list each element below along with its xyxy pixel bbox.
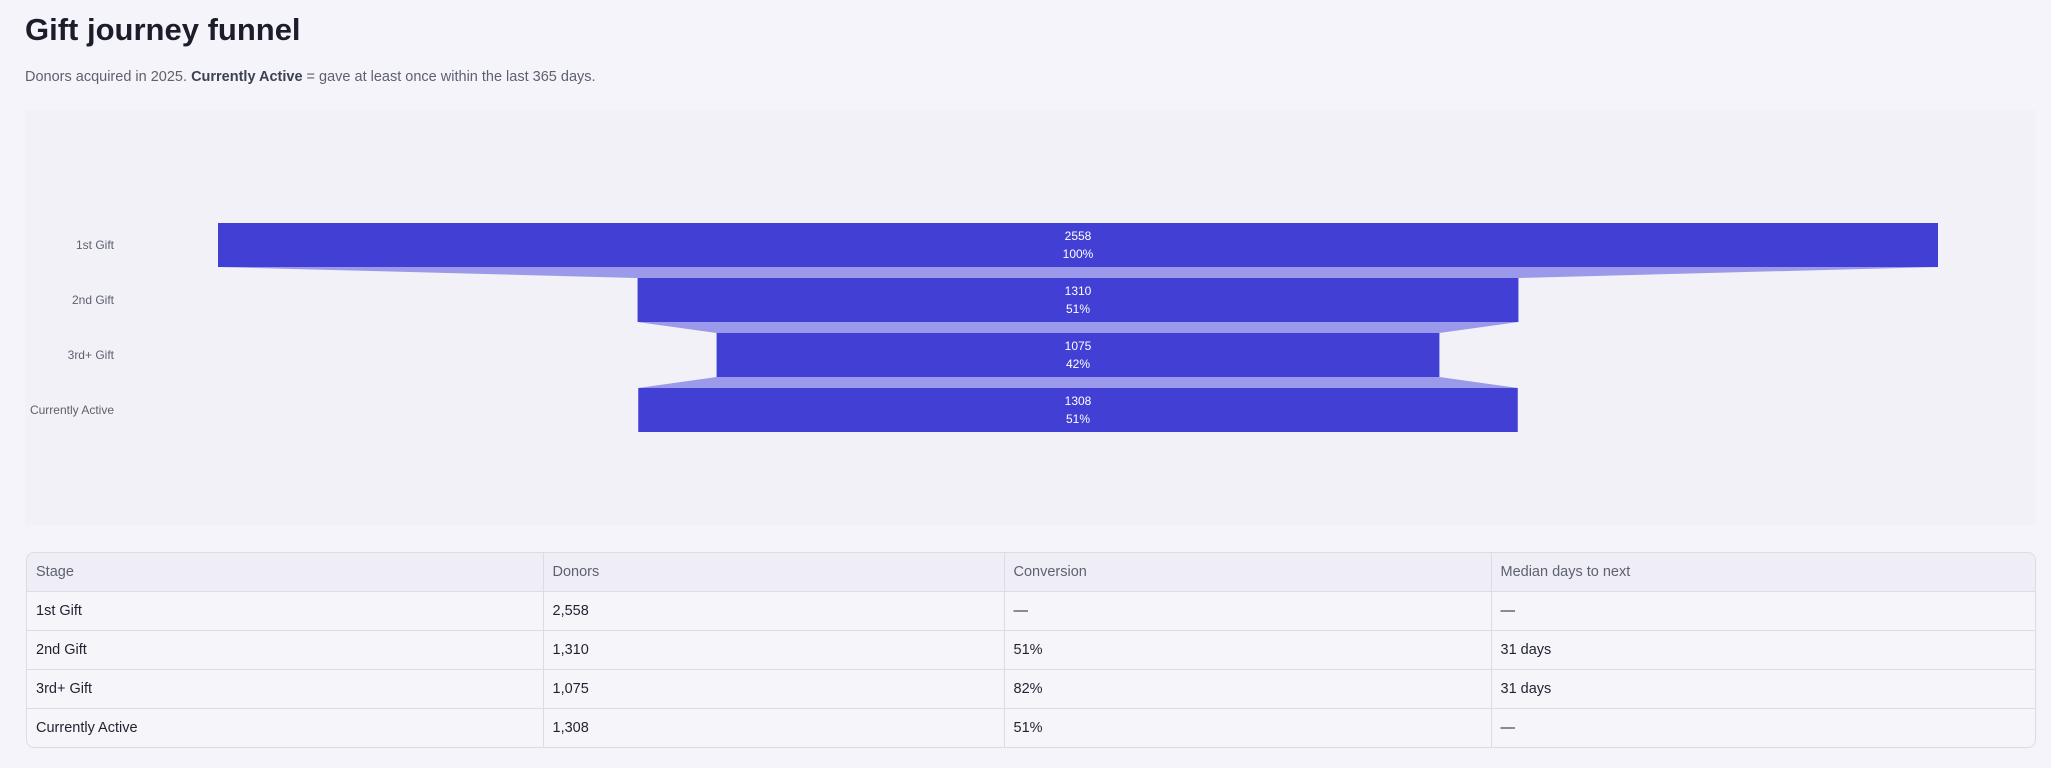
cell-stage: 1st Gift <box>27 591 544 631</box>
funnel-percent-label: 100% <box>1063 247 1094 261</box>
funnel-value-label: 1308 <box>1065 394 1092 408</box>
cell-donors: 1,075 <box>543 669 1005 709</box>
cell-stage: Currently Active <box>27 708 544 747</box>
col-header-median-days[interactable]: Median days to next <box>1491 553 2035 592</box>
cell-median-days: 31 days <box>1491 630 2035 670</box>
cell-conversion: 51% <box>1004 630 1492 670</box>
col-header-conversion[interactable]: Conversion <box>1004 553 1492 592</box>
funnel-category-label: 3rd+ Gift <box>68 348 115 362</box>
funnel-value-label: 1075 <box>1065 339 1092 353</box>
funnel-value-label: 1310 <box>1065 284 1092 298</box>
subtitle-bold: Currently Active <box>191 69 303 85</box>
funnel-connector <box>638 377 1518 388</box>
subtitle-suffix: = gave at least once within the last 365… <box>302 69 596 85</box>
funnel-chart: 2558 100% 1st Gift 1310 51% 2nd Gift 1075 42% 3r… <box>25 110 2036 525</box>
funnel-percent-label: 51% <box>1066 302 1090 316</box>
funnel-category-label: Currently Active <box>30 403 114 417</box>
cell-stage: 3rd+ Gift <box>27 669 544 709</box>
table-row: 3rd+ Gift 1,075 82% 31 days <box>27 669 2035 709</box>
cell-conversion: 82% <box>1004 669 1492 709</box>
cell-donors: 2,558 <box>543 591 1005 631</box>
table-header-row: Stage Donors Conversion Median days to n… <box>27 553 2035 592</box>
funnel-bar <box>716 333 1440 377</box>
funnel-category-label: 2nd Gift <box>72 293 115 307</box>
funnel-value-label: 2558 <box>1065 229 1092 243</box>
cell-stage: 2nd Gift <box>27 630 544 670</box>
funnel-category-label: 1st Gift <box>76 238 115 252</box>
funnel-connector <box>637 322 1519 333</box>
cell-donors: 1,308 <box>543 708 1005 747</box>
table-row: Currently Active 1,308 51% — <box>27 708 2035 747</box>
funnel-connector <box>218 267 1938 278</box>
col-header-donors[interactable]: Donors <box>543 553 1005 592</box>
cell-median-days: — <box>1500 720 1516 736</box>
table-row: 2nd Gift 1,310 51% 31 days <box>27 630 2035 670</box>
cell-median-days: 31 days <box>1491 669 2035 709</box>
page-title: Gift journey funnel <box>25 12 301 47</box>
funnel-bar <box>637 278 1519 322</box>
stage-table: Stage Donors Conversion Median days to n… <box>27 553 2035 747</box>
cell-conversion: 51% <box>1004 708 1492 747</box>
funnel-table: Stage Donors Conversion Median days to n… <box>26 552 2036 748</box>
page-subtitle: Donors acquired in 2025. Currently Activ… <box>25 67 596 87</box>
funnel-bar <box>218 223 1938 267</box>
subtitle-prefix: Donors acquired in 2025. <box>25 69 192 85</box>
cell-conversion: — <box>1004 591 1492 631</box>
funnel-percent-label: 51% <box>1066 412 1090 426</box>
cell-median-days: — <box>1491 591 2035 631</box>
col-header-stage[interactable]: Stage <box>27 553 544 592</box>
funnel-bar <box>638 388 1518 432</box>
table-row: 1st Gift 2,558 — — <box>27 591 2035 631</box>
funnel-percent-label: 42% <box>1066 357 1090 371</box>
funnel-svg: 2558 100% 1st Gift 1310 51% 2nd Gift 1075 42% 3r… <box>30 223 1938 432</box>
cell-donors: 1,310 <box>543 630 1005 670</box>
